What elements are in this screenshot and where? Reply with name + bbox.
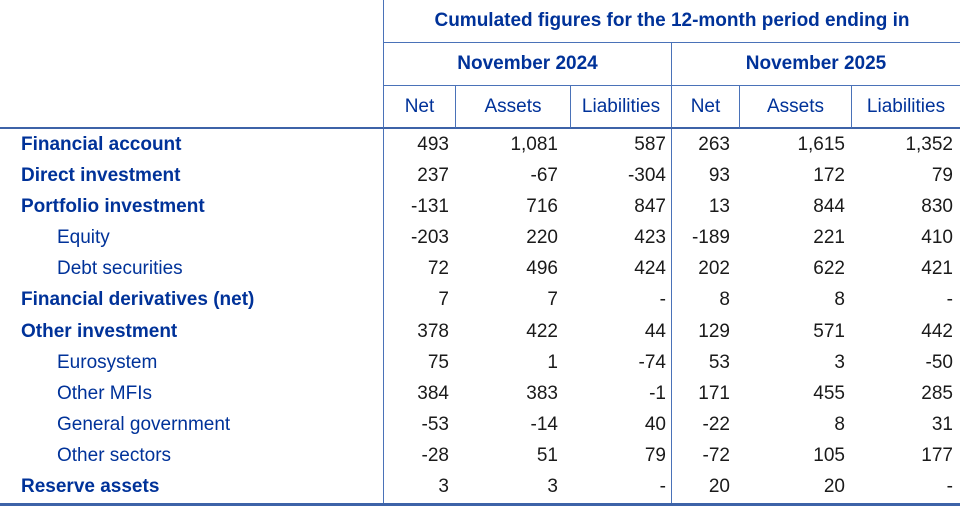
table-cell: 493 — [383, 129, 455, 161]
table-cell: 7 — [383, 284, 455, 316]
table-cell: 383 — [526, 382, 558, 404]
col-header-net-2024: Net — [383, 86, 455, 129]
table-cell: 177 — [921, 445, 953, 467]
col-header-liabilities-2025: Liabilities — [851, 86, 960, 129]
table-cell: 496 — [526, 258, 558, 280]
row-label-financial-derivatives: Financial derivatives (net) — [21, 289, 255, 311]
table-cell: 7 — [547, 289, 558, 311]
table-cell: -131 — [383, 191, 455, 223]
table-cell: 622 — [813, 258, 845, 280]
table-cell: -203 — [383, 222, 455, 254]
table-cell: 422 — [526, 320, 558, 342]
table-cell: -74 — [638, 351, 666, 373]
header-spacer-row3 — [0, 86, 383, 129]
row-label-other-investment: Other investment — [21, 320, 178, 342]
row-label-portfolio-investment: Portfolio investment — [21, 195, 205, 217]
period-header-november-2025: November 2025 — [671, 43, 960, 86]
table-cell: 830 — [921, 195, 953, 217]
table-cell: 105 — [813, 445, 845, 467]
table-cell: -304 — [627, 164, 666, 186]
table-cell: 51 — [536, 445, 558, 467]
table-cell: 72 — [383, 253, 455, 285]
table-cell: 8 — [671, 284, 739, 316]
table-cell: 44 — [644, 320, 666, 342]
col-header-liabilities-2024: Liabilities — [570, 86, 671, 129]
table-cell: -1 — [649, 382, 666, 404]
header-spacer-row2 — [0, 43, 383, 86]
table-cell: 421 — [921, 258, 953, 280]
table-cell: 423 — [634, 227, 666, 249]
table-cell: 384 — [383, 378, 455, 410]
table-cell: 129 — [671, 315, 739, 348]
table-cell: 171 — [671, 378, 739, 410]
table-cell: -28 — [383, 440, 455, 472]
table-cell: 20 — [671, 471, 739, 503]
table-cell: 410 — [921, 227, 953, 249]
table-cell: 442 — [921, 320, 953, 342]
header-spacer-row1 — [0, 0, 383, 43]
table-cell: 847 — [634, 195, 666, 217]
table-cell: 424 — [634, 258, 666, 280]
table-cell: 20 — [823, 476, 845, 498]
table-cell: 587 — [634, 133, 666, 155]
table-cell: - — [946, 289, 953, 311]
table-cell: 79 — [931, 164, 953, 186]
row-label-equity: Equity — [57, 227, 110, 249]
table-cell: 378 — [383, 315, 455, 348]
row-label-direct-investment: Direct investment — [21, 164, 181, 186]
table-cell: 172 — [813, 164, 845, 186]
row-label-general-government: General government — [57, 414, 231, 436]
table-cell: 13 — [671, 191, 739, 223]
table-cell: -72 — [671, 440, 739, 472]
period-header-november-2024: November 2024 — [383, 43, 671, 86]
table-cell: 8 — [834, 414, 845, 436]
table-cell: 3 — [383, 471, 455, 503]
row-label-debt-securities: Debt securities — [57, 258, 183, 280]
row-label-financial-account: Financial account — [21, 133, 182, 155]
table-cell: 53 — [671, 347, 739, 379]
table-cell: 31 — [931, 414, 953, 436]
row-label-other-mfis: Other MFIs — [57, 382, 153, 404]
table-cell: 455 — [813, 382, 845, 404]
table-cell: 1,615 — [797, 133, 845, 155]
row-label-reserve-assets: Reserve assets — [21, 476, 160, 498]
table-cell: 237 — [383, 160, 455, 192]
table-cell: 1 — [547, 351, 558, 373]
table-cell: 571 — [813, 320, 845, 342]
table-cell: 40 — [644, 414, 666, 436]
table-cell: - — [659, 476, 666, 498]
table-cell: -53 — [383, 409, 455, 441]
table-cell: 285 — [921, 382, 953, 404]
table-cell: -14 — [530, 414, 558, 436]
table-cell: 263 — [671, 129, 739, 161]
table-cell: -50 — [925, 351, 953, 373]
row-label-other-sectors: Other sectors — [57, 445, 172, 467]
table-cell: 93 — [671, 160, 739, 192]
table-cell: 3 — [547, 476, 558, 498]
table-cell: 1,352 — [905, 133, 953, 155]
table-cell: 3 — [834, 351, 845, 373]
row-label-eurosystem: Eurosystem — [57, 351, 158, 373]
table-cell: 79 — [644, 445, 666, 467]
table-cell: 75 — [383, 347, 455, 379]
table-cell: 716 — [526, 195, 558, 217]
table-cell: - — [659, 289, 666, 311]
col-header-assets-2024: Assets — [455, 86, 570, 129]
table-cell: 1,081 — [510, 133, 558, 155]
table-cell: 844 — [813, 195, 845, 217]
table-cell: 202 — [671, 253, 739, 285]
table-cell: 220 — [526, 227, 558, 249]
table-cell: 8 — [834, 289, 845, 311]
col-header-net-2025: Net — [671, 86, 739, 129]
col-header-assets-2025: Assets — [739, 86, 851, 129]
table-title: Cumulated figures for the 12-month perio… — [383, 0, 960, 43]
table-cell: 221 — [813, 227, 845, 249]
table-cell: - — [946, 476, 953, 498]
table-cell: -67 — [530, 164, 558, 186]
table-cell: -22 — [671, 409, 739, 441]
table-cell: -189 — [671, 222, 739, 254]
